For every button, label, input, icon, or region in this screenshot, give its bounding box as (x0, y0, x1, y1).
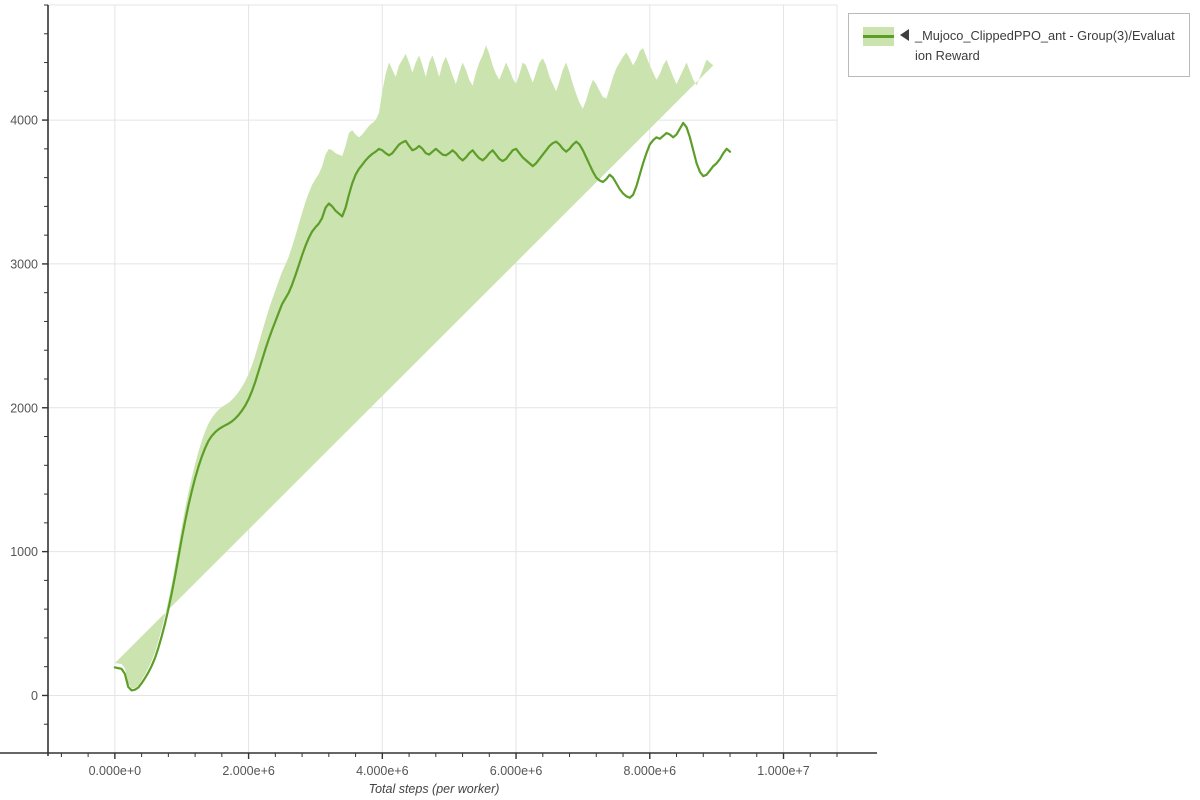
legend-swatch (863, 27, 894, 46)
x-tick-label: 2.000e+6 (222, 764, 275, 778)
x-axis-title: Total steps (per worker) (369, 782, 500, 796)
legend-entry-label: _Mujoco_ClippedPPO_ant - Group(3)/Evalua… (915, 28, 1175, 63)
axes (0, 4, 877, 759)
y-tick-label: 1000 (10, 545, 38, 559)
x-tick-label: 0.000e+0 (89, 764, 142, 778)
tick-labels: 0 1000 2000 3000 4000 0.000e+0 2.000e+6 4.000e+… (10, 114, 810, 778)
x-tick-label: 1.000e+7 (757, 764, 810, 778)
x-tick-label: 6.000e+6 (490, 764, 543, 778)
y-tick-label: 0 (31, 689, 38, 703)
mean-line (113, 121, 732, 692)
chart-legend[interactable]: _Mujoco_ClippedPPO_ant - Group(3)/Evalua… (848, 13, 1190, 77)
legend-entry[interactable]: _Mujoco_ClippedPPO_ant - Group(3)/Evalua… (863, 26, 1177, 66)
x-tick-label: 4.000e+6 (356, 764, 409, 778)
x-tick-label: 8.000e+6 (624, 764, 677, 778)
y-tick-label: 2000 (10, 401, 38, 415)
confidence-band (114, 45, 714, 689)
y-tick-label: 3000 (10, 257, 38, 271)
y-tick-label: 4000 (10, 114, 38, 128)
legend-line-swatch (863, 35, 894, 38)
legend-collapse-triangle-icon[interactable] (900, 29, 909, 41)
